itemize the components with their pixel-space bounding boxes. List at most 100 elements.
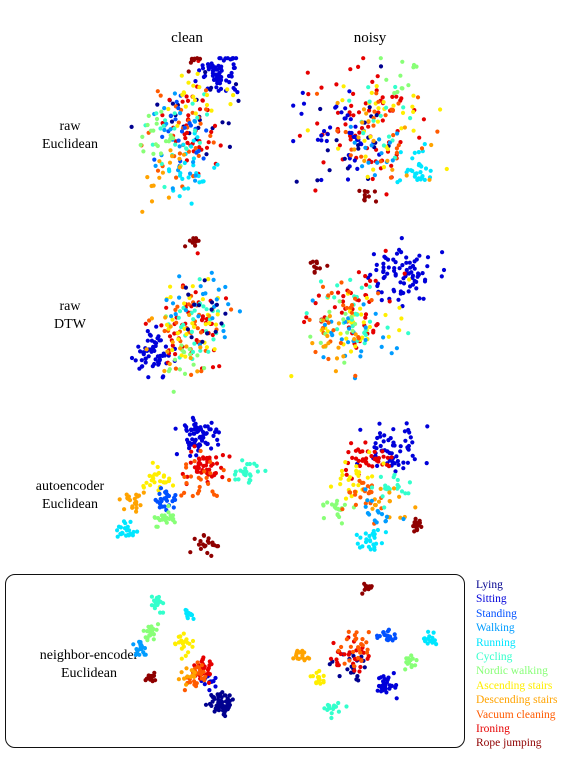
data-point — [160, 517, 165, 522]
data-point — [347, 475, 353, 480]
scatter-raw-euclidean-clean — [128, 55, 258, 215]
data-point — [377, 431, 383, 436]
data-point — [143, 678, 148, 683]
data-point — [399, 86, 404, 91]
data-point — [173, 142, 178, 147]
data-point — [166, 139, 171, 144]
data-point — [149, 199, 155, 204]
data-point — [196, 153, 201, 158]
data-point — [212, 165, 217, 170]
data-point — [226, 302, 231, 307]
data-point — [133, 358, 138, 363]
data-point — [197, 107, 203, 112]
data-point — [374, 267, 379, 273]
data-point — [393, 685, 398, 690]
data-point — [319, 177, 324, 183]
data-point — [406, 491, 411, 496]
data-point — [444, 166, 449, 172]
data-point — [297, 133, 302, 138]
data-point — [376, 456, 381, 461]
data-point — [380, 494, 385, 499]
data-point — [336, 648, 341, 653]
data-point — [204, 152, 209, 157]
data-point — [183, 285, 188, 290]
data-point — [398, 140, 403, 145]
data-point — [398, 515, 403, 520]
data-point — [177, 367, 182, 372]
data-point — [308, 334, 313, 339]
data-point — [216, 705, 221, 710]
data-point — [227, 454, 232, 459]
data-point — [186, 650, 191, 655]
data-point — [120, 530, 125, 535]
data-point — [373, 456, 378, 461]
data-point — [351, 134, 356, 139]
data-point — [418, 170, 423, 175]
data-point — [364, 584, 369, 589]
data-point — [192, 459, 197, 464]
data-point — [188, 460, 193, 465]
data-point — [315, 121, 320, 126]
data-point — [206, 680, 212, 685]
data-point — [337, 143, 342, 148]
data-point — [238, 468, 243, 473]
data-point — [335, 110, 341, 115]
data-point — [376, 459, 381, 464]
data-point — [381, 454, 386, 459]
data-point — [379, 512, 385, 517]
data-point — [371, 118, 376, 123]
data-point — [208, 459, 213, 464]
data-point — [179, 129, 185, 134]
data-point — [175, 123, 180, 128]
data-point — [215, 544, 221, 549]
data-point — [396, 143, 401, 148]
data-point — [182, 326, 187, 331]
data-point — [197, 140, 202, 145]
data-point — [382, 505, 387, 510]
data-point — [189, 144, 194, 149]
data-point — [380, 95, 385, 100]
data-point — [218, 143, 223, 148]
data-point — [153, 602, 158, 607]
data-point — [175, 304, 180, 309]
data-point — [314, 259, 319, 264]
data-point — [215, 312, 220, 317]
data-point — [427, 177, 432, 182]
data-point — [347, 326, 352, 331]
data-point — [190, 644, 195, 649]
data-point — [420, 271, 425, 276]
data-point — [164, 297, 169, 303]
data-point — [149, 316, 154, 321]
data-point — [203, 674, 208, 679]
data-point — [117, 497, 122, 502]
data-point — [183, 354, 188, 359]
data-point — [417, 161, 422, 167]
data-point — [357, 130, 362, 135]
data-point — [227, 702, 232, 708]
data-point — [315, 137, 320, 142]
data-point — [403, 491, 408, 496]
data-point — [211, 337, 216, 342]
data-point — [350, 455, 355, 460]
data-point — [219, 701, 224, 706]
data-point — [381, 275, 386, 281]
data-point — [379, 151, 384, 156]
data-point — [172, 357, 178, 362]
data-point — [323, 343, 328, 348]
data-point — [385, 158, 390, 163]
data-point — [378, 113, 383, 118]
data-point — [152, 340, 157, 345]
data-point — [410, 440, 415, 445]
data-point — [179, 73, 184, 78]
data-point — [357, 463, 362, 468]
data-point — [170, 516, 175, 521]
data-point — [191, 324, 197, 329]
data-point — [391, 103, 396, 108]
data-point — [176, 315, 181, 320]
data-point — [155, 622, 161, 627]
data-point — [148, 626, 153, 631]
data-point — [413, 516, 418, 521]
data-point — [166, 503, 171, 509]
data-point — [146, 354, 151, 359]
data-point — [192, 682, 197, 687]
